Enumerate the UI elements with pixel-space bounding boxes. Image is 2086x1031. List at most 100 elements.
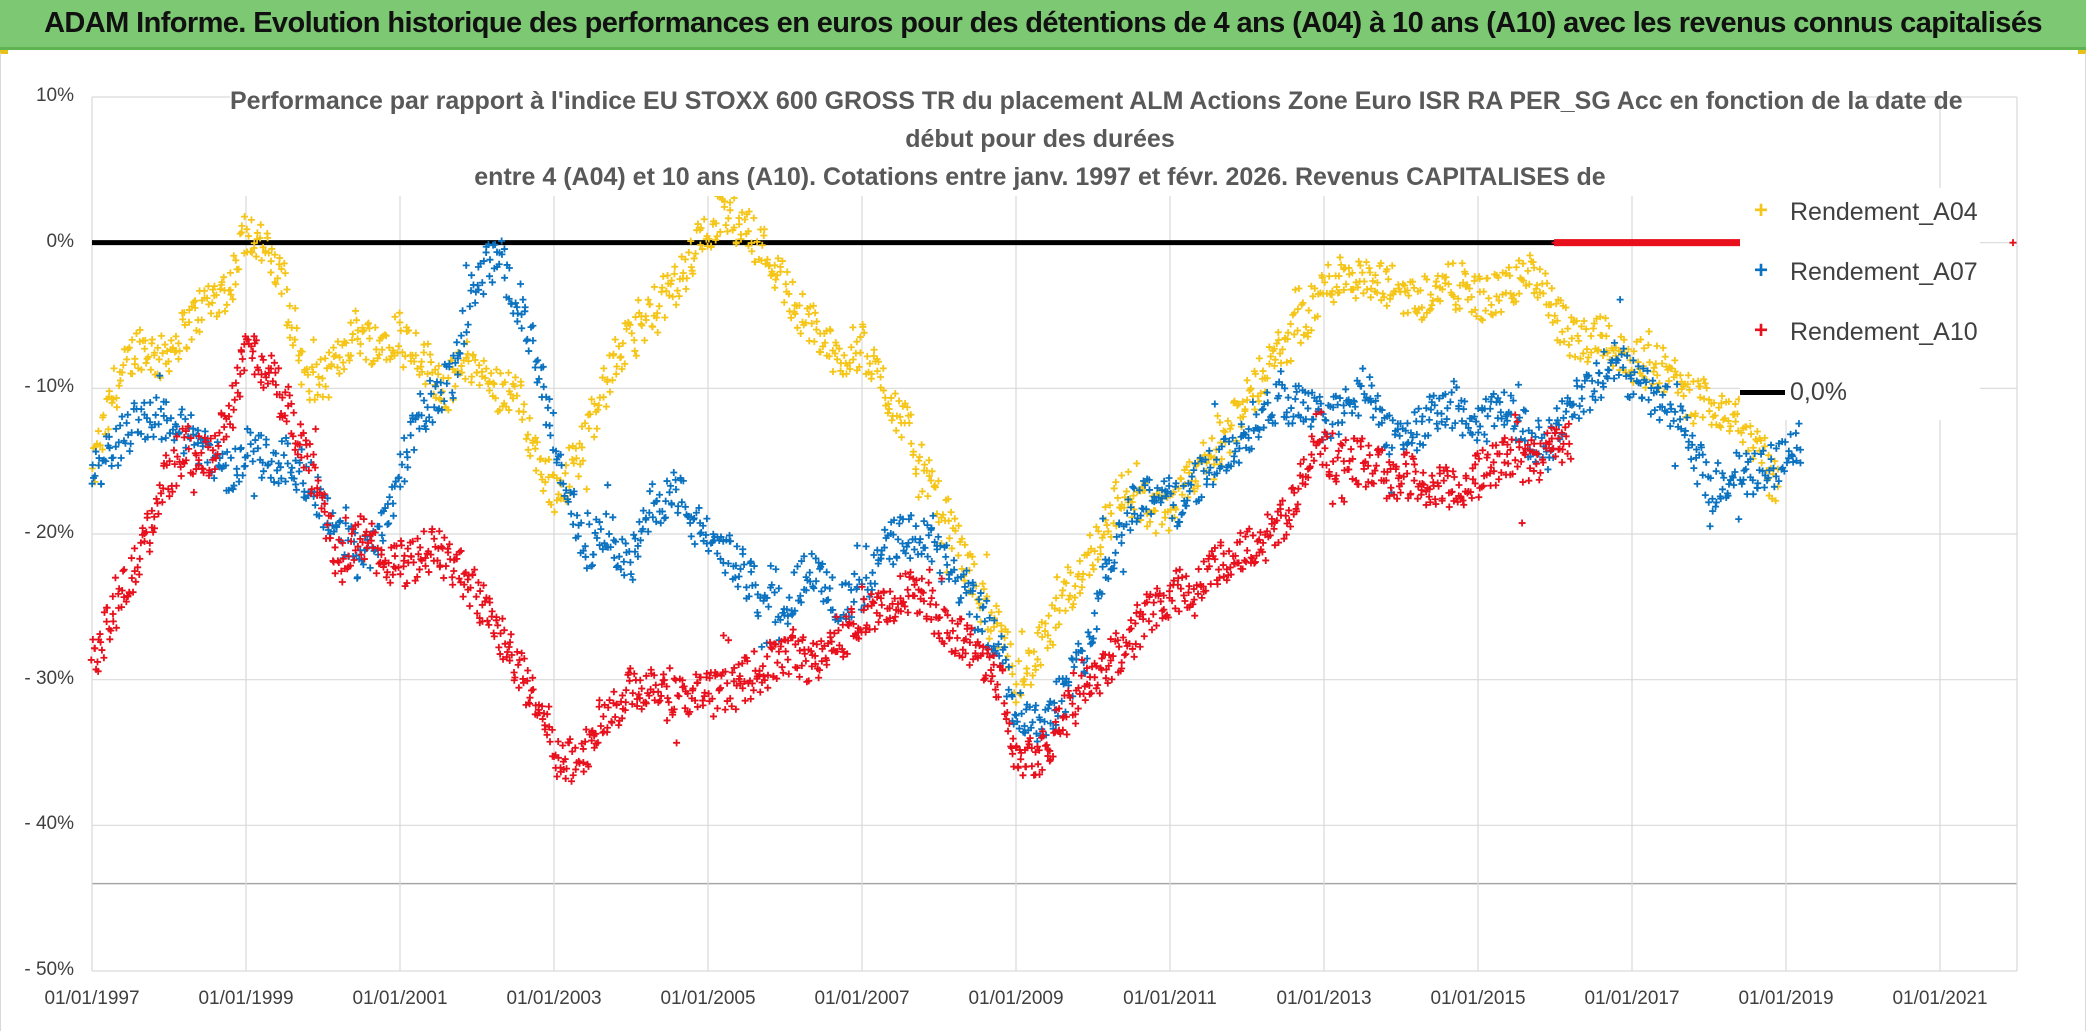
data-point xyxy=(1282,531,1290,539)
data-point xyxy=(644,528,652,536)
data-point xyxy=(702,531,710,539)
data-point xyxy=(1614,356,1622,364)
data-point xyxy=(335,536,343,544)
data-point xyxy=(237,346,245,354)
data-point xyxy=(905,573,913,581)
data-point xyxy=(935,629,943,637)
legend-item-a04[interactable]: + Rendement_A04 xyxy=(1740,192,1978,232)
data-point xyxy=(1448,424,1456,432)
data-point xyxy=(658,680,666,688)
data-point xyxy=(204,458,212,466)
data-point xyxy=(1352,278,1360,286)
data-point xyxy=(454,354,462,362)
data-point xyxy=(703,515,711,523)
legend-item-zero[interactable]: 0,0% xyxy=(1740,372,1847,412)
data-point xyxy=(178,405,186,413)
data-point xyxy=(443,380,451,388)
data-point xyxy=(448,389,456,397)
data-point xyxy=(195,432,203,440)
data-point xyxy=(503,648,511,656)
data-point xyxy=(261,370,269,378)
data-point xyxy=(1568,334,1576,342)
data-point xyxy=(137,539,145,547)
data-point xyxy=(1637,335,1645,343)
data-point xyxy=(1560,337,1568,345)
data-point xyxy=(1126,526,1134,534)
data-point xyxy=(1732,418,1740,426)
data-point xyxy=(1490,422,1498,430)
data-point xyxy=(1304,473,1312,481)
data-point xyxy=(1338,441,1346,449)
data-point xyxy=(717,684,725,692)
data-point xyxy=(1278,345,1286,353)
data-point xyxy=(202,438,210,446)
data-point xyxy=(970,560,978,568)
data-point xyxy=(1519,478,1527,486)
data-point xyxy=(818,657,826,665)
y-tick-label: 0% xyxy=(46,230,74,252)
data-point xyxy=(863,352,871,360)
data-point xyxy=(1152,529,1160,537)
data-point xyxy=(1185,458,1193,466)
data-point xyxy=(120,566,128,574)
data-point xyxy=(694,703,702,711)
data-point xyxy=(859,321,867,329)
data-point xyxy=(1044,704,1052,712)
data-point xyxy=(210,282,218,290)
data-point xyxy=(1602,332,1610,340)
data-point xyxy=(272,381,280,389)
data-point xyxy=(1129,483,1137,491)
data-point xyxy=(649,323,657,331)
data-point xyxy=(1559,414,1567,422)
data-point xyxy=(1611,339,1619,347)
data-point xyxy=(200,469,208,477)
data-point xyxy=(1691,410,1699,418)
data-point xyxy=(1450,293,1458,301)
data-point xyxy=(265,249,273,257)
data-point xyxy=(907,440,915,448)
data-point xyxy=(1268,411,1276,419)
data-point xyxy=(1058,697,1066,705)
data-point xyxy=(1467,488,1475,496)
data-point xyxy=(1074,684,1082,692)
data-point xyxy=(958,535,966,543)
data-point xyxy=(1715,404,1723,412)
data-point xyxy=(791,607,799,615)
data-point xyxy=(1180,591,1188,599)
data-point xyxy=(1795,420,1803,428)
data-point xyxy=(1515,257,1523,265)
data-point xyxy=(740,561,748,569)
data-point xyxy=(1509,470,1517,478)
data-point xyxy=(507,390,515,398)
legend-item-a10[interactable]: + Rendement_A10 xyxy=(1740,312,1978,352)
data-point xyxy=(583,564,591,572)
data-point xyxy=(235,265,243,273)
data-point xyxy=(1440,477,1448,485)
data-point xyxy=(513,648,521,656)
data-point xyxy=(878,601,886,609)
legend-item-a07[interactable]: + Rendement_A07 xyxy=(1740,252,1978,292)
data-point xyxy=(846,365,854,373)
data-point xyxy=(1735,452,1743,460)
data-point xyxy=(1124,468,1132,476)
data-point xyxy=(890,516,898,524)
data-point xyxy=(948,617,956,625)
data-point xyxy=(272,449,280,457)
data-point xyxy=(345,356,353,364)
data-point xyxy=(564,495,572,503)
data-point xyxy=(485,621,493,629)
data-point xyxy=(1583,345,1591,353)
data-point xyxy=(1474,450,1482,458)
data-point xyxy=(1765,466,1773,474)
data-point xyxy=(1003,709,1011,717)
data-point xyxy=(529,685,537,693)
data-point xyxy=(933,510,941,518)
data-point xyxy=(955,522,963,530)
data-point xyxy=(1551,312,1559,320)
data-point xyxy=(464,321,472,329)
data-point xyxy=(498,237,506,245)
data-point xyxy=(1525,280,1533,288)
data-point xyxy=(809,302,817,310)
data-point xyxy=(1072,720,1080,728)
data-point xyxy=(1720,474,1728,482)
